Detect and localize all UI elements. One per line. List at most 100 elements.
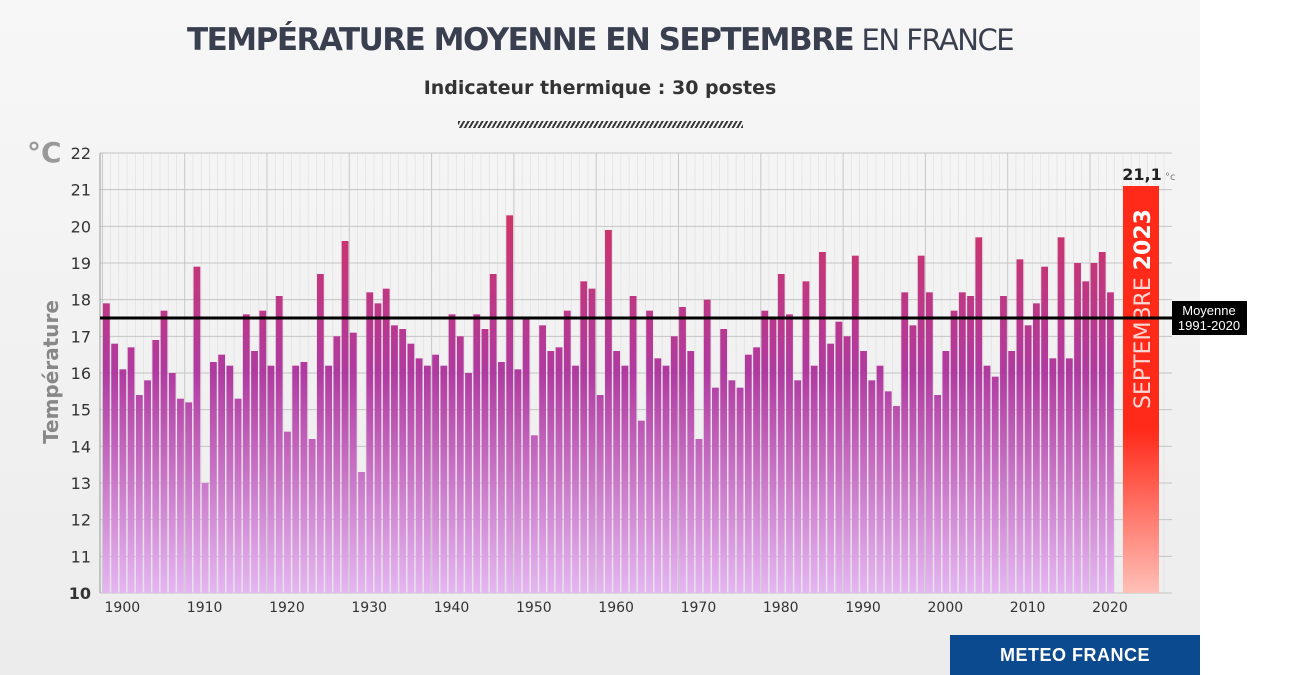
bar (802, 281, 810, 593)
bar (786, 314, 793, 593)
highlight-value-unit: °c (1165, 172, 1176, 183)
chart-title: TEMPÉRATURE MOYENNE EN SEPTEMBRE EN FRAN… (0, 22, 1200, 58)
bar (168, 373, 176, 593)
bar (1000, 296, 1007, 593)
x-tick-labels: 1900 1910 1920 1930 1940 1950 1960 1970 1980 1990… (105, 600, 1128, 616)
y-tick-label: 15 (71, 401, 91, 420)
bar (1024, 325, 1032, 593)
highlight-vertical-label: SEPTEMBRE 2023 (1131, 209, 1156, 409)
bar (1074, 263, 1081, 593)
unit-label: °C (27, 136, 62, 169)
bar (613, 351, 621, 593)
bar (1041, 266, 1049, 593)
bar (983, 365, 991, 593)
bar (522, 318, 530, 593)
title-bold: TEMPÉRATURE MOYENNE EN SEPTEMBRE (186, 22, 855, 58)
highlight-value-label: 21,1 (1122, 165, 1161, 184)
bar (1098, 252, 1106, 593)
bar (753, 347, 760, 593)
bar (769, 318, 777, 593)
bar (226, 365, 234, 593)
x-tick-label: 2010 (1010, 600, 1046, 616)
bar (860, 351, 867, 593)
bar (1008, 351, 1016, 593)
bar (539, 325, 546, 593)
bar (292, 365, 300, 593)
reference-label-line2: 1991-2020 (1178, 318, 1240, 333)
bar (819, 252, 826, 593)
bar (687, 351, 695, 593)
bar (794, 380, 802, 593)
y-tick-label: 14 (71, 437, 91, 456)
bar (506, 215, 514, 594)
bar (991, 376, 999, 593)
bar (580, 281, 588, 593)
bar (349, 332, 357, 593)
meteo-france-logo: METEO FRANCE (950, 635, 1200, 675)
bar (234, 398, 242, 593)
x-tick-label: 1980 (763, 600, 799, 616)
bar (975, 237, 983, 594)
bar (662, 365, 670, 593)
bar (456, 336, 464, 593)
bar (193, 266, 201, 593)
bar (119, 369, 127, 593)
bar (1057, 237, 1065, 594)
bar (366, 292, 374, 593)
bar (605, 230, 612, 593)
bar (555, 347, 563, 593)
x-tick-label: 2020 (1092, 600, 1128, 616)
bar (530, 435, 538, 593)
bar (884, 391, 892, 593)
bar (514, 369, 522, 593)
bar (300, 362, 308, 593)
bar (284, 431, 291, 593)
title-light: EN FRANCE (861, 23, 1015, 57)
bar (810, 365, 818, 593)
y-tick-label: 22 (71, 144, 91, 163)
bar (201, 483, 209, 593)
bar (432, 354, 439, 593)
bar (1016, 259, 1024, 593)
bar (144, 380, 151, 593)
bar (629, 296, 637, 593)
bar (267, 365, 275, 593)
highlight-bar (1123, 186, 1159, 593)
x-tick-label: 1930 (351, 600, 387, 616)
bar (358, 472, 365, 593)
bar (901, 292, 909, 593)
bar (481, 329, 489, 593)
highlight-group: 21,1 °c SEPTEMBRE 2023 (1122, 165, 1176, 593)
bar (415, 358, 423, 593)
bar (621, 365, 629, 593)
bar (547, 351, 555, 593)
bar (695, 439, 703, 593)
bar (152, 340, 160, 593)
bar (1032, 303, 1040, 593)
bar (827, 343, 835, 593)
bar (917, 255, 925, 593)
x-tick-label: 1910 (187, 600, 223, 616)
bar (399, 329, 407, 593)
bar (259, 310, 267, 593)
bar (251, 351, 258, 593)
bar (111, 343, 119, 593)
bar (135, 395, 143, 593)
bar (275, 296, 283, 593)
bar (909, 325, 917, 593)
bar (498, 362, 505, 593)
bar (744, 354, 752, 593)
bar (407, 343, 415, 593)
bar (563, 310, 571, 593)
bar (646, 310, 653, 593)
bar (325, 365, 333, 593)
bar (720, 329, 728, 593)
bar (160, 310, 168, 593)
bar (958, 292, 966, 593)
bar (868, 380, 876, 593)
y-tick-label: 17 (71, 327, 91, 346)
x-tick-label: 1940 (434, 600, 470, 616)
x-tick-label: 1950 (516, 600, 552, 616)
x-tick-label: 1990 (845, 600, 881, 616)
